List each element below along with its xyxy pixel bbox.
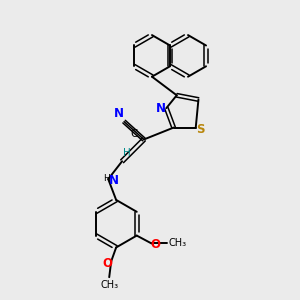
Text: S: S bbox=[196, 123, 205, 136]
Text: N: N bbox=[155, 102, 165, 115]
Text: CH₃: CH₃ bbox=[100, 280, 118, 290]
Text: N: N bbox=[109, 174, 119, 187]
Text: N: N bbox=[114, 107, 124, 120]
Text: H: H bbox=[123, 148, 131, 158]
Text: H: H bbox=[103, 174, 110, 183]
Text: C: C bbox=[130, 128, 138, 139]
Text: O: O bbox=[151, 238, 160, 251]
Text: CH₃: CH₃ bbox=[168, 238, 186, 248]
Text: O: O bbox=[102, 257, 112, 270]
